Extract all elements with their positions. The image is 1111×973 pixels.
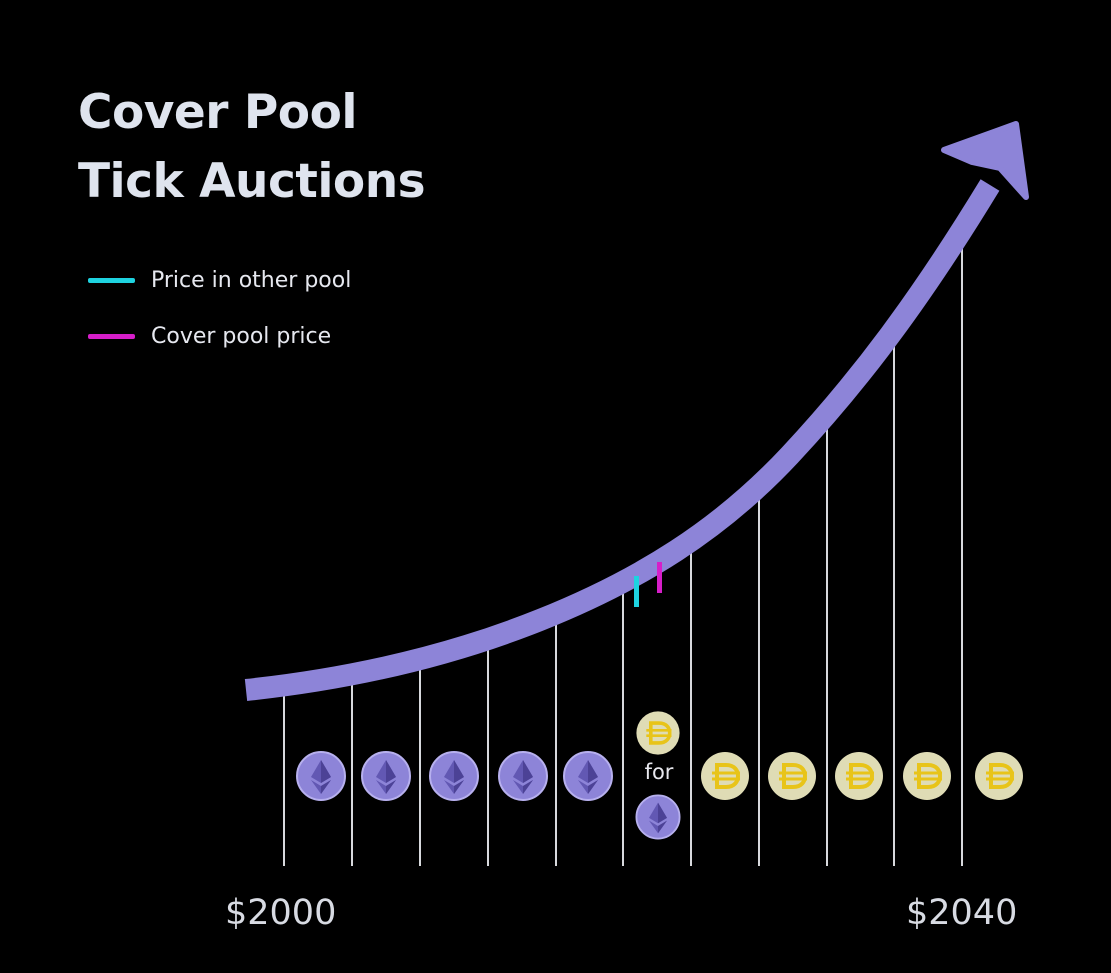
ethereum-icon [361, 751, 411, 801]
title-line-1: Cover Pool [78, 85, 357, 140]
other-pool-price-marker [634, 576, 639, 607]
ethereum-icon [498, 751, 548, 801]
legend-label-other-pool: Price in other pool [151, 267, 352, 293]
dai-icon [766, 750, 818, 802]
title: Cover Pool Tick Auctions [78, 78, 498, 216]
axis-end-label: $2040 [906, 893, 1018, 933]
dai-icon [973, 750, 1025, 802]
ethereum-icon [635, 794, 681, 840]
legend-label-cover-pool: Cover pool price [151, 323, 332, 349]
cover-pool-price-marker [657, 562, 662, 593]
dai-icon [634, 709, 682, 757]
legend-item-other-pool: Price in other pool [88, 262, 351, 298]
arrow-head-icon [941, 121, 1029, 200]
swap-label: for [644, 760, 674, 784]
legend-item-cover-pool: Cover pool price [88, 318, 351, 354]
legend-swatch-other-pool [88, 277, 135, 283]
axis-start-label: $2000 [225, 893, 337, 933]
ethereum-icon [429, 751, 479, 801]
legend-swatch-cover-pool [88, 333, 135, 339]
dai-icon [833, 750, 885, 802]
ethereum-icon [296, 751, 346, 801]
dai-icon [901, 750, 953, 802]
ethereum-icon [563, 751, 613, 801]
price-curve [244, 179, 1000, 701]
dai-icon [699, 750, 751, 802]
title-line-2: Tick Auctions [78, 154, 426, 209]
tick-lines [283, 225, 963, 866]
legend: Price in other pool Cover pool price [88, 262, 351, 374]
